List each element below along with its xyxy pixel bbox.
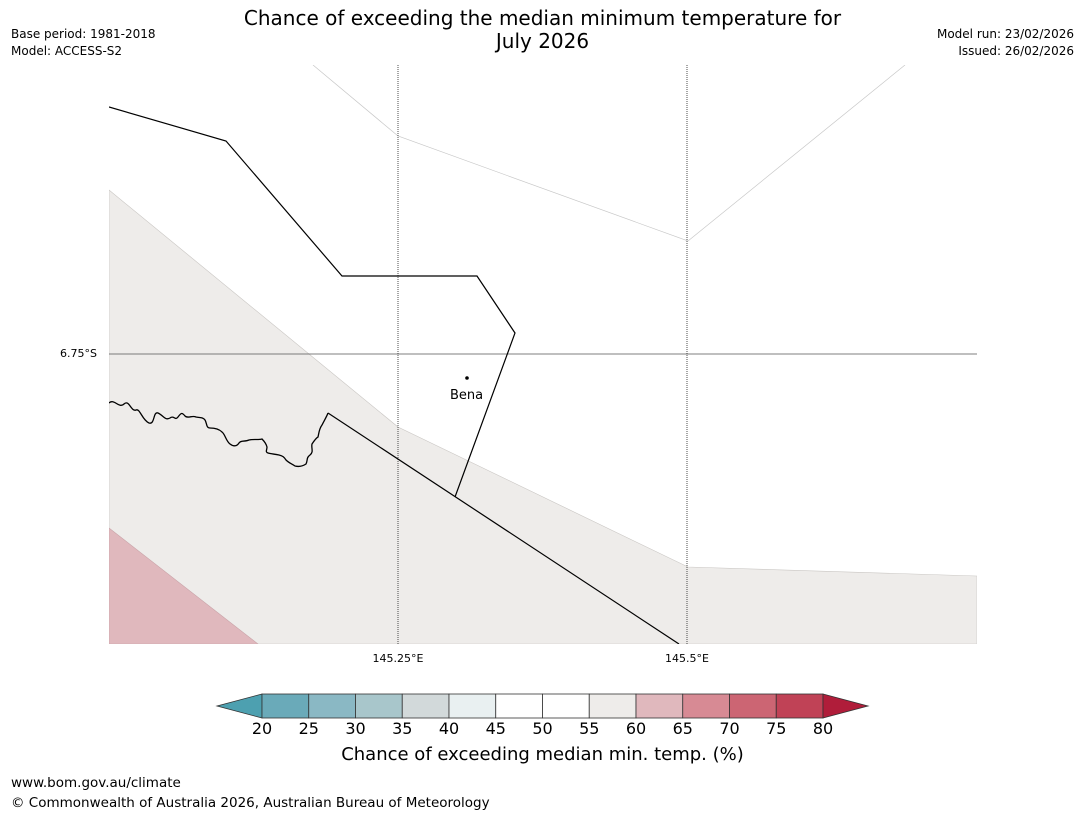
colorbar-tick-label: 35 <box>392 719 413 738</box>
province-boundary-light <box>312 65 906 242</box>
base-info: Base period: 1981-2018 Model: ACCESS-S2 <box>11 26 156 60</box>
model-name: Model: ACCESS-S2 <box>11 44 123 58</box>
map-frame <box>109 65 977 644</box>
copyright: © Commonwealth of Australia 2026, Austra… <box>11 795 490 811</box>
colorbar-label: Chance of exceeding median min. temp. (%… <box>341 744 744 765</box>
colorbar-tick-label: 60 <box>625 719 647 738</box>
probability-zone-60-65 <box>109 527 259 644</box>
coastline <box>109 401 329 468</box>
issued-date: Issued: 26/02/2026 <box>958 44 1074 58</box>
base-period: Base period: 1981-2018 <box>11 27 156 41</box>
model-run-date: Model run: 23/02/2026 <box>936 27 1074 41</box>
colorbar-tick-label: 50 <box>532 719 553 738</box>
longitude-label-2: 145.5°E <box>665 652 709 665</box>
town-label: Bena <box>450 388 484 403</box>
longitude-label-1: 145.25°E <box>372 652 424 665</box>
colorbar-tick-label: 45 <box>485 719 506 738</box>
town-marker <box>465 376 469 380</box>
province-boundary-south <box>327 412 680 644</box>
run-info: Model run: 23/02/2026 Issued: 26/02/2026 <box>937 26 1074 60</box>
title-line-2: July 2026 <box>495 29 590 53</box>
colorbar-tick-label: 25 <box>298 719 319 738</box>
colorbar-tick-label: 30 <box>345 719 366 738</box>
colorbar-tick-label: 80 <box>812 719 834 738</box>
province-boundary <box>109 106 516 498</box>
colorbar-tick-label: 70 <box>719 719 740 738</box>
latitude-label: 6.75°S <box>60 347 97 360</box>
website-link[interactable]: www.bom.gov.au/climate <box>11 775 181 791</box>
title-line-1: Chance of exceeding the median minimum t… <box>243 6 842 30</box>
colorbar-tick-label: 65 <box>672 719 693 738</box>
colorbar-tick-label: 55 <box>579 719 600 738</box>
page-title: Chance of exceeding the median minimum t… <box>0 7 1085 53</box>
colorbar-tick-label: 20 <box>251 719 273 738</box>
colorbar-tick-label: 75 <box>766 719 787 738</box>
colorbar-tick-label: 40 <box>438 719 460 738</box>
